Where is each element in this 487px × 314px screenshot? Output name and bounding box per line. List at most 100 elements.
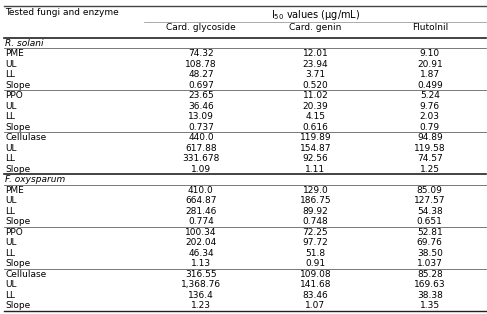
Text: 119.58: 119.58 [414, 144, 446, 153]
Text: 109.08: 109.08 [300, 270, 331, 279]
Text: 9.10: 9.10 [420, 49, 440, 58]
Text: 0.737: 0.737 [188, 123, 214, 132]
Text: 0.774: 0.774 [188, 217, 214, 226]
Text: 1.13: 1.13 [191, 259, 211, 268]
Text: 89.92: 89.92 [302, 207, 328, 216]
Text: 11.02: 11.02 [302, 91, 328, 100]
Text: LL: LL [5, 154, 16, 163]
Text: UL: UL [5, 196, 17, 205]
Text: 69.76: 69.76 [417, 238, 443, 247]
Text: 331.678: 331.678 [182, 154, 220, 163]
Text: Card. glycoside: Card. glycoside [166, 23, 236, 32]
Text: Flutolnil: Flutolnil [412, 23, 448, 32]
Text: I$_{50}$ values (μg/mL): I$_{50}$ values (μg/mL) [271, 8, 360, 22]
Text: 52.81: 52.81 [417, 228, 443, 237]
Text: 13.09: 13.09 [188, 112, 214, 121]
Text: 46.34: 46.34 [188, 249, 214, 258]
Text: 85.09: 85.09 [417, 186, 443, 195]
Text: 1.35: 1.35 [420, 301, 440, 310]
Text: 1.11: 1.11 [305, 165, 325, 174]
Text: 85.28: 85.28 [417, 270, 443, 279]
Text: 0.651: 0.651 [417, 217, 443, 226]
Text: 94.89: 94.89 [417, 133, 443, 142]
Text: 20.91: 20.91 [417, 60, 443, 69]
Text: 38.38: 38.38 [417, 291, 443, 300]
Text: UL: UL [5, 280, 17, 289]
Text: Cellulase: Cellulase [5, 133, 47, 142]
Text: Slope: Slope [5, 123, 31, 132]
Text: 617.88: 617.88 [185, 144, 217, 153]
Text: LL: LL [5, 291, 16, 300]
Text: 186.75: 186.75 [300, 196, 331, 205]
Text: 410.0: 410.0 [188, 186, 214, 195]
Text: 141.68: 141.68 [300, 280, 331, 289]
Text: 154.87: 154.87 [300, 144, 331, 153]
Text: 9.76: 9.76 [420, 102, 440, 111]
Text: PME: PME [5, 49, 24, 58]
Text: 1.07: 1.07 [305, 301, 325, 310]
Text: Slope: Slope [5, 81, 31, 90]
Text: 440.0: 440.0 [188, 133, 214, 142]
Text: 119.89: 119.89 [300, 133, 331, 142]
Text: LL: LL [5, 112, 16, 121]
Text: 1.87: 1.87 [420, 70, 440, 79]
Text: 0.697: 0.697 [188, 81, 214, 90]
Text: 169.63: 169.63 [414, 280, 446, 289]
Text: 38.50: 38.50 [417, 249, 443, 258]
Text: LL: LL [5, 207, 16, 216]
Text: UL: UL [5, 238, 17, 247]
Text: 0.616: 0.616 [302, 123, 328, 132]
Text: 92.56: 92.56 [302, 154, 328, 163]
Text: 0.79: 0.79 [420, 123, 440, 132]
Text: 100.34: 100.34 [185, 228, 217, 237]
Text: 1.037: 1.037 [417, 259, 443, 268]
Text: LL: LL [5, 70, 16, 79]
Text: Slope: Slope [5, 301, 31, 310]
Text: 136.4: 136.4 [188, 291, 214, 300]
Text: Tested fungi and enzyme: Tested fungi and enzyme [5, 8, 119, 17]
Text: LL: LL [5, 249, 16, 258]
Text: 83.46: 83.46 [302, 291, 328, 300]
Text: 48.27: 48.27 [188, 70, 214, 79]
Text: 1.25: 1.25 [420, 165, 440, 174]
Text: 129.0: 129.0 [302, 186, 328, 195]
Text: R. solani: R. solani [5, 39, 44, 48]
Text: UL: UL [5, 60, 17, 69]
Text: 3.71: 3.71 [305, 70, 325, 79]
Text: 108.78: 108.78 [185, 60, 217, 69]
Text: 72.25: 72.25 [302, 228, 328, 237]
Text: 664.87: 664.87 [185, 196, 217, 205]
Text: 97.72: 97.72 [302, 238, 328, 247]
Text: PPO: PPO [5, 91, 23, 100]
Text: 23.65: 23.65 [188, 91, 214, 100]
Text: 4.15: 4.15 [305, 112, 325, 121]
Text: UL: UL [5, 102, 17, 111]
Text: Cellulase: Cellulase [5, 270, 47, 279]
Text: 5.24: 5.24 [420, 91, 440, 100]
Text: 0.91: 0.91 [305, 259, 325, 268]
Text: 1,368.76: 1,368.76 [181, 280, 221, 289]
Text: PME: PME [5, 186, 24, 195]
Text: 54.38: 54.38 [417, 207, 443, 216]
Text: 12.01: 12.01 [302, 49, 328, 58]
Text: 127.57: 127.57 [414, 196, 446, 205]
Text: 74.57: 74.57 [417, 154, 443, 163]
Text: 23.94: 23.94 [302, 60, 328, 69]
Text: UL: UL [5, 144, 17, 153]
Text: 51.8: 51.8 [305, 249, 325, 258]
Text: PPO: PPO [5, 228, 23, 237]
Text: 316.55: 316.55 [185, 270, 217, 279]
Text: 74.32: 74.32 [188, 49, 214, 58]
Text: Card. genin: Card. genin [289, 23, 341, 32]
Text: Slope: Slope [5, 217, 31, 226]
Text: F. oxysparum: F. oxysparum [5, 175, 66, 184]
Text: 281.46: 281.46 [185, 207, 217, 216]
Text: 202.04: 202.04 [185, 238, 217, 247]
Text: Slope: Slope [5, 259, 31, 268]
Text: 1.23: 1.23 [191, 301, 211, 310]
Text: 36.46: 36.46 [188, 102, 214, 111]
Text: 20.39: 20.39 [302, 102, 328, 111]
Text: 0.748: 0.748 [302, 217, 328, 226]
Text: 0.520: 0.520 [302, 81, 328, 90]
Text: Slope: Slope [5, 165, 31, 174]
